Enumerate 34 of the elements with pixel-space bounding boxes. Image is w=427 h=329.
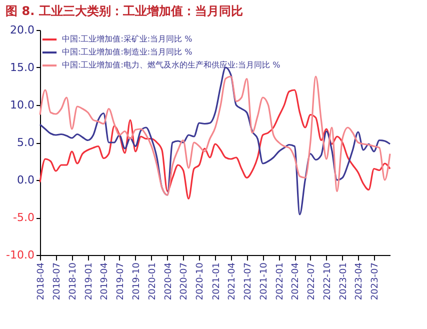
x-tick-label: 2018-10	[68, 262, 78, 300]
x-tick-label: 2020-07	[180, 262, 190, 300]
x-tick-label: 2018-07	[52, 262, 62, 300]
x-tick-label: 2022-10	[322, 262, 333, 300]
y-tick-label: 10.0	[10, 98, 34, 112]
legend-label: 中国:工业增加值:制造业:当月同比 %	[62, 48, 193, 56]
y-tick-label: 0.0	[17, 174, 34, 186]
y-tick-label: 15.0	[10, 61, 34, 74]
line-series	[39, 66, 391, 216]
x-tick-label: 2019-07	[116, 262, 126, 300]
x-tick-label: 2023-01	[338, 262, 349, 300]
y-tick-label: 20.0	[10, 24, 34, 36]
x-tick-label: 2020-04	[164, 262, 174, 300]
x-tick-label: 2018-04	[36, 262, 46, 300]
x-tick-label: 2021-10	[259, 262, 270, 300]
x-tick-label: 2021-07	[243, 262, 254, 300]
y-tick-label: 5.0	[17, 136, 34, 149]
x-tick-label: 2021-01	[212, 262, 222, 300]
x-tick-label: 2023-07	[370, 262, 380, 300]
x-tick-label: 2022-01	[275, 262, 286, 300]
legend-label: 中国:工业增加值:电力、燃气及水的生产和供应业:当月同比 %	[62, 60, 281, 70]
x-tick-label: 2022-07	[306, 262, 317, 300]
x-tick-label: 2019-04	[100, 262, 110, 300]
chart-title: 图 8. 工业三大类别：工业增加值：当月同比	[6, 4, 243, 18]
x-tick-label: 2019-01	[84, 262, 94, 300]
x-tick-label: 2022-04	[291, 262, 302, 300]
x-tick-label: 2020-01	[148, 262, 158, 300]
x-tick-label: 2023-04	[354, 262, 365, 300]
y-tick-label: -10.0	[6, 248, 34, 262]
x-tick-label: 2020-10	[196, 262, 206, 300]
y-tick-label: -5.0	[13, 211, 34, 224]
x-tick-label: 2019-10	[132, 262, 142, 300]
x-tick-label: 2021-04	[227, 262, 238, 300]
legend-label: 中国:工业增加值:采矿业:当月同比 %	[62, 34, 193, 44]
